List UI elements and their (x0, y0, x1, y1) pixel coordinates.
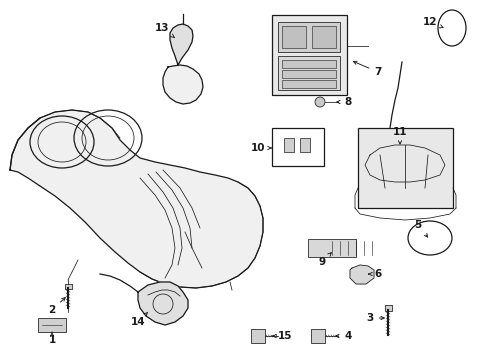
Text: 2: 2 (48, 298, 65, 315)
Polygon shape (138, 282, 187, 325)
FancyBboxPatch shape (310, 329, 325, 343)
FancyBboxPatch shape (65, 284, 72, 289)
Text: 12: 12 (422, 17, 442, 28)
FancyBboxPatch shape (299, 138, 309, 152)
Polygon shape (349, 265, 373, 284)
Polygon shape (163, 65, 203, 104)
FancyBboxPatch shape (282, 70, 335, 78)
Text: 10: 10 (250, 143, 271, 153)
Text: 6: 6 (368, 269, 381, 279)
FancyBboxPatch shape (284, 138, 293, 152)
Text: 3: 3 (366, 313, 384, 323)
FancyBboxPatch shape (38, 318, 66, 332)
Circle shape (314, 97, 325, 107)
Text: 8: 8 (336, 97, 351, 107)
FancyBboxPatch shape (282, 26, 305, 48)
FancyBboxPatch shape (282, 80, 335, 88)
Text: 15: 15 (272, 331, 292, 341)
FancyBboxPatch shape (278, 22, 339, 52)
Polygon shape (170, 24, 193, 65)
Text: 11: 11 (392, 127, 407, 144)
FancyBboxPatch shape (271, 15, 346, 95)
Text: 5: 5 (413, 220, 427, 237)
FancyBboxPatch shape (357, 128, 452, 208)
Text: 4: 4 (335, 331, 351, 341)
Text: 14: 14 (130, 312, 147, 327)
FancyBboxPatch shape (250, 329, 264, 343)
Polygon shape (10, 110, 263, 288)
FancyBboxPatch shape (307, 239, 355, 257)
Text: 7: 7 (353, 61, 381, 77)
Text: 1: 1 (48, 332, 56, 345)
Text: 9: 9 (318, 253, 330, 267)
FancyBboxPatch shape (282, 60, 335, 68)
FancyBboxPatch shape (311, 26, 335, 48)
FancyBboxPatch shape (278, 56, 339, 90)
FancyBboxPatch shape (384, 305, 391, 311)
Text: 13: 13 (154, 23, 174, 37)
